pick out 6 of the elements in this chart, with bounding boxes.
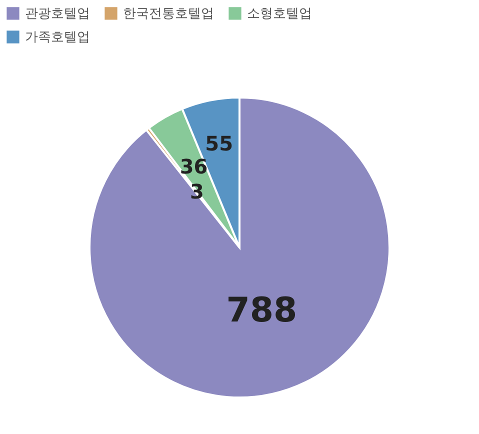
legend-label: 관광호텔업 [25, 5, 90, 20]
legend-label: 가족호텔업 [25, 29, 90, 44]
legend-label: 소형호텔업 [247, 5, 312, 20]
data-label: 55 [205, 132, 233, 156]
data-label: 788 [226, 290, 298, 330]
legend-label: 한국전통호텔업 [123, 5, 214, 20]
